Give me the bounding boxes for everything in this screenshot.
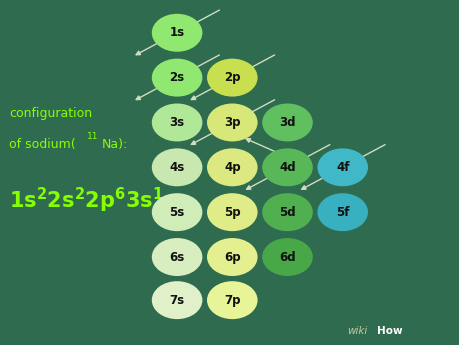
Text: 1s: 1s xyxy=(169,26,184,39)
Text: 4f: 4f xyxy=(335,161,349,174)
Circle shape xyxy=(317,148,367,186)
Text: of sodium(: of sodium( xyxy=(9,138,76,151)
Text: 5f: 5f xyxy=(335,206,349,219)
Text: 5p: 5p xyxy=(224,206,240,219)
Text: 6s: 6s xyxy=(169,250,185,264)
Text: 4p: 4p xyxy=(224,161,240,174)
Circle shape xyxy=(151,59,202,97)
Text: 11: 11 xyxy=(86,132,98,141)
Text: 4d: 4d xyxy=(279,161,295,174)
Text: Na):: Na): xyxy=(102,138,128,151)
Circle shape xyxy=(151,104,202,141)
Circle shape xyxy=(151,193,202,231)
Circle shape xyxy=(262,104,312,141)
Text: 3s: 3s xyxy=(169,116,184,129)
Circle shape xyxy=(262,193,312,231)
Circle shape xyxy=(262,148,312,186)
Text: 4s: 4s xyxy=(169,161,185,174)
Text: 5d: 5d xyxy=(279,206,295,219)
Text: wiki: wiki xyxy=(347,326,367,336)
Circle shape xyxy=(151,148,202,186)
Text: 3d: 3d xyxy=(279,116,295,129)
Text: 2s: 2s xyxy=(169,71,184,84)
Text: configuration: configuration xyxy=(9,107,92,120)
Text: 3p: 3p xyxy=(224,116,240,129)
Text: 6p: 6p xyxy=(224,250,240,264)
Circle shape xyxy=(207,59,257,97)
Circle shape xyxy=(207,148,257,186)
Circle shape xyxy=(207,281,257,319)
Text: $\mathbf{1s^{2}2s^{2}2p^{6}3s^{1}}$: $\mathbf{1s^{2}2s^{2}2p^{6}3s^{1}}$ xyxy=(9,186,163,215)
Circle shape xyxy=(207,238,257,276)
Circle shape xyxy=(207,104,257,141)
Circle shape xyxy=(151,281,202,319)
Text: 7p: 7p xyxy=(224,294,240,307)
Text: 6d: 6d xyxy=(279,250,295,264)
Text: How: How xyxy=(376,326,402,336)
Circle shape xyxy=(151,14,202,52)
Text: 7s: 7s xyxy=(169,294,184,307)
Text: 2p: 2p xyxy=(224,71,240,84)
Circle shape xyxy=(151,238,202,276)
Circle shape xyxy=(207,193,257,231)
Circle shape xyxy=(317,193,367,231)
Text: 5s: 5s xyxy=(169,206,185,219)
Circle shape xyxy=(262,238,312,276)
